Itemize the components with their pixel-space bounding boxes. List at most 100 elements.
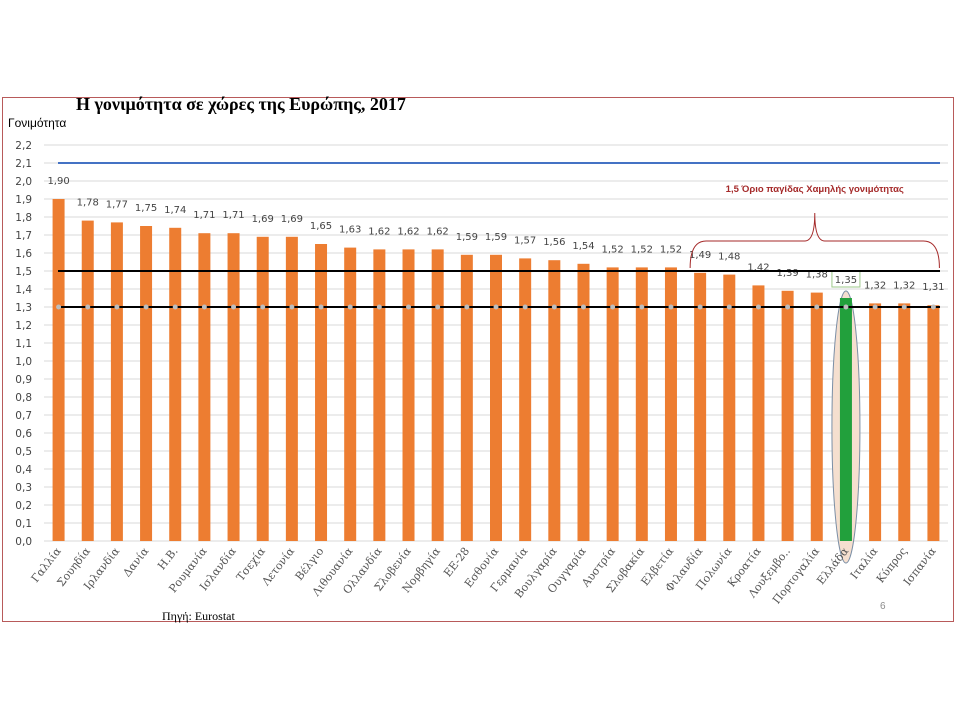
y-tick-label: 0,3	[15, 482, 32, 494]
reference-marker	[930, 304, 936, 310]
bar	[227, 233, 240, 541]
reference-marker	[318, 304, 324, 310]
reference-marker	[201, 304, 207, 310]
data-label: 1,49	[689, 250, 711, 261]
reference-marker	[493, 304, 499, 310]
y-tick-label: 1,6	[15, 248, 32, 260]
reference-marker	[464, 304, 470, 310]
x-tick-label: Ελλάδα	[814, 544, 851, 587]
bar	[810, 292, 823, 541]
reference-marker	[551, 304, 557, 310]
data-label: 1,77	[106, 199, 128, 210]
bar	[577, 263, 590, 541]
data-label: 1,52	[631, 244, 653, 255]
data-label: 1,74	[164, 205, 186, 216]
data-label: 1,54	[572, 241, 594, 252]
bar	[431, 249, 444, 541]
data-label: 1,78	[77, 198, 99, 209]
page-number: 6	[880, 601, 886, 612]
reference-marker	[56, 304, 62, 310]
y-tick-label: 0,5	[15, 446, 32, 458]
y-tick-label: 1,3	[15, 302, 32, 314]
data-label: 1,32	[893, 280, 915, 291]
data-label: 1,62	[368, 226, 390, 237]
data-label: 1,69	[281, 214, 303, 225]
data-label: 1,35	[835, 275, 857, 286]
reference-marker	[522, 304, 528, 310]
reference-marker	[143, 304, 149, 310]
bar	[52, 199, 65, 541]
y-tick-label: 1,5	[15, 266, 32, 278]
bar	[256, 236, 269, 542]
reference-marker	[610, 304, 616, 310]
annotation-bracket	[689, 212, 940, 269]
y-tick-label: 0,4	[15, 464, 32, 476]
reference-marker	[289, 304, 295, 310]
y-tick-label: 0,6	[15, 428, 32, 440]
bar	[490, 254, 502, 542]
reference-marker	[814, 304, 820, 310]
bar	[723, 274, 736, 541]
reference-marker	[85, 304, 91, 310]
data-label: 1,52	[660, 244, 682, 255]
data-label: 1,31	[922, 282, 944, 293]
reference-marker	[260, 304, 266, 310]
y-axis-title: Γονιμότητα	[8, 116, 67, 130]
bar	[373, 249, 386, 541]
reference-marker	[435, 304, 441, 310]
bar	[752, 285, 765, 541]
data-label: 1,69	[252, 214, 274, 225]
y-tick-label: 1,8	[15, 212, 32, 224]
data-label: 1,32	[864, 280, 886, 291]
reference-marker	[697, 304, 703, 310]
bar	[839, 298, 852, 541]
y-tick-label: 0,9	[15, 374, 32, 386]
bar	[344, 247, 357, 541]
y-tick-label: 1,2	[15, 320, 32, 332]
y-tick-label: 1,1	[15, 338, 32, 350]
y-tick-label: 2,1	[15, 158, 32, 170]
bar	[315, 244, 328, 541]
reference-marker	[755, 304, 761, 310]
data-label: 1,62	[427, 226, 449, 237]
bar	[548, 260, 561, 541]
bar	[169, 227, 182, 542]
reference-marker	[639, 304, 645, 310]
bar	[519, 258, 532, 541]
bar	[140, 226, 153, 541]
data-label: 1,56	[543, 237, 565, 248]
reference-marker	[785, 304, 791, 310]
x-tick-label: Η.Β.	[155, 545, 180, 572]
y-tick-label: 0,8	[15, 392, 32, 404]
reference-marker	[231, 304, 237, 310]
y-tick-label: 1,4	[15, 284, 32, 296]
annotation-text: 1,5 Όριο παγίδας Χαμηλής γονιμότητας	[726, 184, 904, 195]
reference-marker	[114, 304, 120, 310]
reference-marker	[347, 304, 353, 310]
bar	[606, 267, 619, 541]
data-label: 1,38	[806, 270, 828, 281]
chart-frame	[2, 97, 954, 622]
reference-marker	[843, 304, 849, 310]
bar	[285, 236, 298, 542]
y-tick-label: 0,0	[15, 536, 32, 548]
bar	[898, 303, 911, 541]
bar	[635, 267, 648, 541]
data-label: 1,75	[135, 203, 157, 214]
reference-marker	[872, 304, 878, 310]
data-label: 1,39	[776, 268, 798, 279]
reference-marker	[406, 304, 412, 310]
y-tick-label: 1,9	[15, 194, 32, 206]
data-label: 1,48	[718, 252, 740, 263]
bar	[694, 272, 707, 541]
reference-marker	[901, 304, 907, 310]
data-label: 1,59	[456, 232, 478, 243]
data-label: 1,62	[397, 226, 419, 237]
y-tick-label: 1,7	[15, 230, 32, 242]
data-label: 1,52	[602, 244, 624, 255]
data-label: 1,71	[193, 210, 215, 221]
bar	[781, 290, 794, 541]
bar	[81, 220, 94, 541]
y-tick-label: 0,1	[15, 518, 32, 530]
